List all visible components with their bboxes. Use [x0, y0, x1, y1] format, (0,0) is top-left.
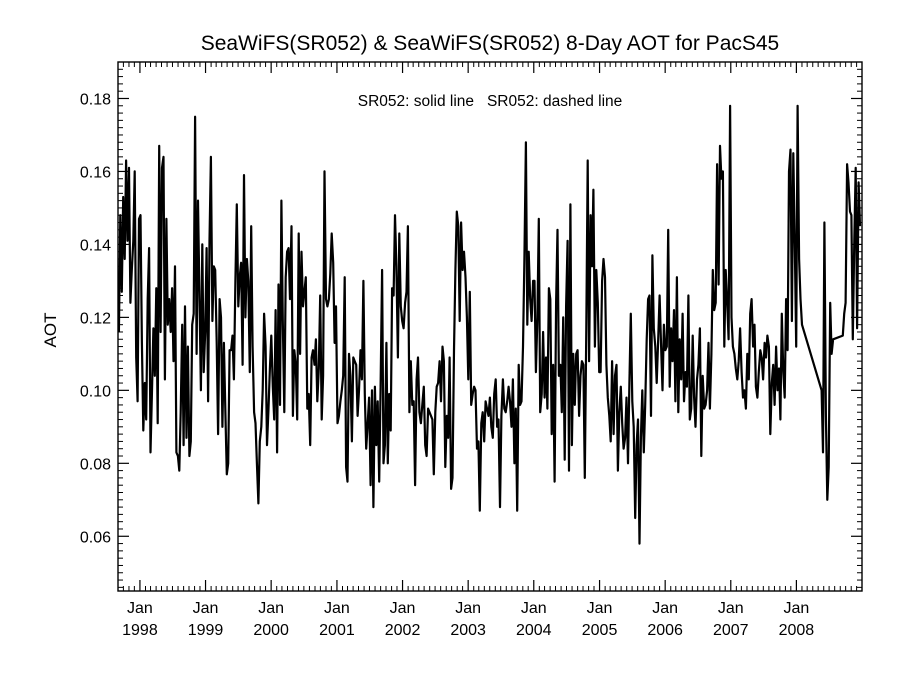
x-tick-month-label: Jan: [390, 600, 416, 617]
x-tick-month-label: Jan: [783, 600, 809, 617]
y-tick-label: 0.10: [80, 383, 111, 400]
x-tick-month-label: Jan: [258, 600, 284, 617]
x-tick-month-label: Jan: [521, 600, 547, 617]
series-line-0: [117, 104, 862, 545]
x-tick-year-label: 2006: [647, 622, 683, 639]
x-tick-year-label: 2007: [713, 622, 749, 639]
x-tick-year-label: 2005: [582, 622, 618, 639]
y-tick-label: 0.16: [80, 164, 111, 181]
x-tick-month-label: Jan: [652, 600, 678, 617]
x-tick-year-label: 2003: [450, 622, 486, 639]
y-tick-label: 0.08: [80, 456, 111, 473]
y-tick-label: 0.14: [80, 237, 111, 254]
x-tick-month-label: Jan: [587, 600, 613, 617]
x-tick-month-label: Jan: [193, 600, 219, 617]
y-axis-label: AOT: [41, 313, 60, 348]
x-tick-month-label: Jan: [455, 600, 481, 617]
x-tick-year-label: 2000: [253, 622, 289, 639]
x-axis-ticks: Jan 1998 Jan 1999 Jan 2000 Jan 2001 Jan 2002 Jan 20…: [122, 62, 858, 639]
x-tick-month-label: Jan: [718, 600, 744, 617]
series-layer: [117, 104, 862, 545]
plot-frame: [117, 61, 863, 592]
x-tick-month-label: Jan: [324, 600, 350, 617]
y-tick-label: 0.06: [80, 529, 111, 546]
x-tick-year-label: 1999: [188, 622, 224, 639]
x-tick-year-label: 2004: [516, 622, 552, 639]
x-tick-year-label: 2008: [779, 622, 815, 639]
x-tick-month-label: Jan: [127, 600, 153, 617]
x-tick-year-label: 1998: [122, 622, 158, 639]
series-style-annotation: SR052: solid line SR052: dashed line: [358, 93, 623, 110]
chart-title: SeaWiFS(SR052) & SeaWiFS(SR052) 8-Day AO…: [201, 32, 779, 55]
y-tick-label: 0.18: [80, 91, 111, 108]
x-tick-year-label: 2001: [319, 622, 355, 639]
x-tick-year-label: 2002: [385, 622, 421, 639]
y-tick-label: 0.12: [80, 310, 111, 327]
